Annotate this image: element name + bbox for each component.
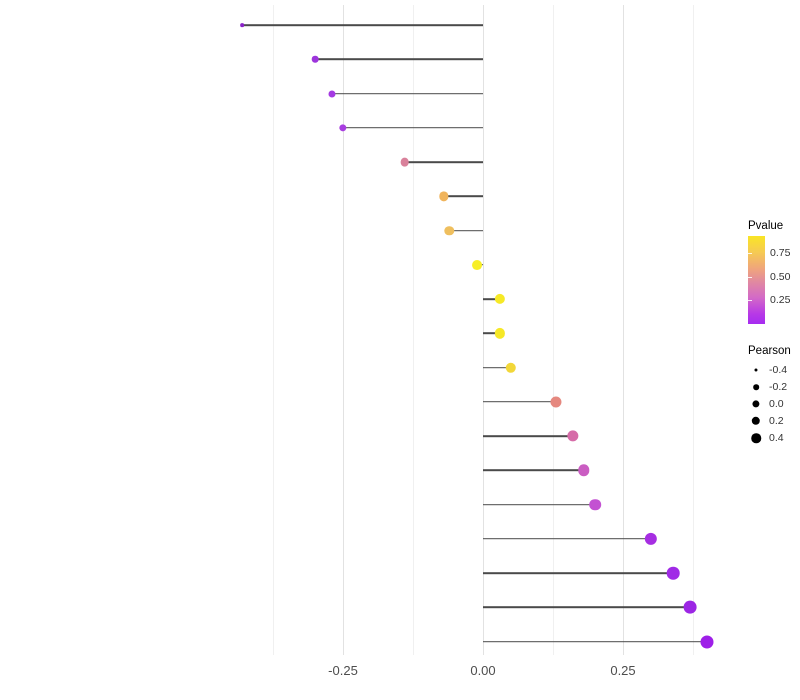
- lollipop-dot: [494, 328, 505, 339]
- pearson-legend-dot: [753, 384, 759, 390]
- lollipop-stem: [483, 400, 556, 403]
- lollipop-stem: [483, 366, 511, 369]
- x-axis-tick-label: 0.00: [470, 663, 496, 678]
- pearson-legend-label: 0.0: [769, 398, 784, 410]
- pearson-legend-label: -0.4: [769, 364, 788, 376]
- minor-gridline: [273, 5, 274, 655]
- x-axis-tick-label: -0.25: [328, 663, 358, 678]
- pearson-legend-label: -0.2: [769, 381, 788, 393]
- pvalue-tick-label: 0.25: [770, 294, 791, 307]
- pearson-legend-dot: [754, 368, 758, 372]
- lollipop-dot: [400, 157, 409, 167]
- lollipop-stem: [483, 435, 573, 437]
- lollipop-stem: [343, 126, 483, 129]
- lollipop-stem: [483, 332, 500, 335]
- lollipop-dot: [339, 124, 347, 132]
- lollipop-dot: [439, 191, 449, 201]
- pearson-legend-dot: [751, 433, 761, 443]
- lollipop-dot: [240, 23, 245, 27]
- pearson-legend-title: Pearson: [748, 345, 791, 357]
- lollipop-stem: [483, 503, 595, 506]
- lollipop-stem: [242, 24, 483, 26]
- lollipop-dot: [328, 89, 336, 98]
- lollipop-stem: [315, 58, 483, 61]
- lollipop-dot: [683, 600, 697, 614]
- lollipop-dot: [589, 498, 601, 511]
- lollipop-stem: [404, 161, 483, 163]
- lollipop-dot: [578, 464, 590, 476]
- x-axis-tick-label: 0.25: [610, 663, 636, 678]
- lollipop-stem: [483, 572, 674, 574]
- pvalue-tick-label: 0.75: [770, 246, 791, 259]
- lollipop-stem: [443, 195, 483, 198]
- lollipop-stem: [483, 298, 500, 300]
- lollipop-stem: [483, 469, 584, 472]
- major-gridline: [623, 5, 624, 655]
- major-gridline: [483, 5, 484, 655]
- pvalue-legend-title: Pvalue: [748, 220, 784, 232]
- lollipop-dot: [311, 55, 319, 63]
- minor-gridline: [413, 5, 414, 655]
- lollipop-dot: [494, 293, 505, 305]
- pearson-legend-label: 0.2: [769, 415, 784, 427]
- pvalue-tick-mark: [748, 300, 752, 302]
- lollipop-stem: [483, 606, 691, 609]
- pvalue-tick-mark: [748, 252, 752, 254]
- lollipop-stem: [449, 229, 483, 232]
- minor-gridline: [693, 5, 694, 655]
- lollipop-stem: [483, 537, 651, 540]
- lollipop-stem: [331, 92, 483, 95]
- major-gridline: [343, 5, 344, 655]
- pearson-legend-dot: [751, 416, 761, 426]
- lollipop-dot: [505, 362, 517, 373]
- lollipop-dot: [444, 225, 455, 236]
- pvalue-tick-mark: [748, 276, 752, 278]
- pearson-legend-label: 0.4: [769, 432, 784, 444]
- lollipop-dot: [667, 566, 680, 580]
- minor-gridline: [553, 5, 554, 655]
- lollipop-dot: [700, 635, 714, 648]
- pearson-legend-dot: [752, 400, 760, 408]
- lollipop-stem: [483, 640, 707, 643]
- lollipop-dot: [566, 430, 579, 442]
- lollipop-dot: [644, 532, 658, 545]
- pvalue-tick-label: 0.50: [770, 270, 791, 283]
- pvalue-colorbar: [748, 236, 765, 324]
- lollipop-dot: [550, 396, 562, 408]
- lollipop-dot: [472, 259, 483, 270]
